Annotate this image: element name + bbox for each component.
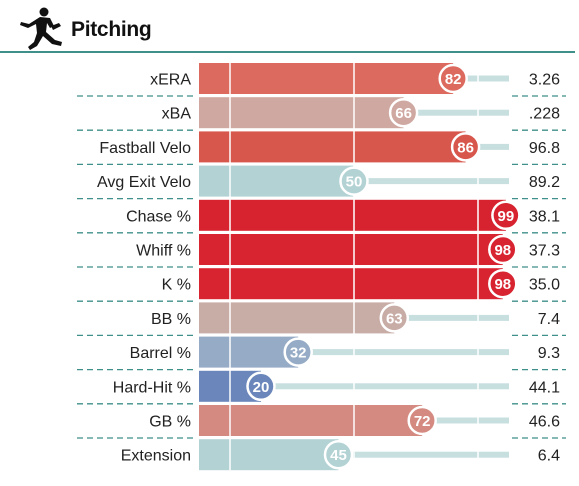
- bar: [199, 97, 404, 129]
- metric-label: GB %: [149, 414, 191, 431]
- percentile-marker: [488, 234, 518, 265]
- percentile-label: 32: [290, 345, 307, 362]
- percentile-marker: [491, 200, 521, 231]
- bar: [199, 302, 395, 334]
- percentile-marker: [488, 268, 518, 299]
- percentile-label: 98: [494, 276, 511, 293]
- bar: [199, 199, 506, 231]
- percentile-marker: [438, 63, 468, 94]
- metric-label: Fastball Velo: [99, 140, 191, 157]
- percentile-label: 82: [445, 71, 462, 88]
- metric-label: xERA: [150, 72, 191, 89]
- bar: [199, 336, 299, 368]
- stat-value: 35.0: [529, 277, 560, 294]
- metric-label: BB %: [151, 311, 191, 328]
- metric-label: K %: [162, 277, 191, 294]
- stat-value: 89.2: [529, 174, 560, 191]
- stat-value: 9.3: [538, 345, 560, 362]
- percentile-label: 45: [330, 447, 347, 464]
- percentile-label: 86: [457, 139, 474, 156]
- percentile-label: 50: [346, 174, 363, 191]
- stat-value: 96.8: [529, 140, 560, 157]
- percentile-marker: [246, 371, 276, 402]
- percentile-marker: [323, 439, 354, 470]
- pitcher-icon: [20, 7, 62, 50]
- metric-label: xBA: [162, 106, 192, 123]
- bar: [199, 165, 354, 197]
- section-title: Pitching: [71, 18, 152, 41]
- percentile-marker: [388, 97, 419, 128]
- percentile-label: 20: [253, 379, 270, 396]
- percentile-marker: [283, 337, 313, 367]
- percentile-label: 99: [498, 208, 515, 225]
- stat-value: 37.3: [529, 243, 560, 260]
- metric-label: Hard-Hit %: [113, 379, 191, 396]
- percentile-marker: [407, 405, 437, 436]
- percentile-marker: [379, 303, 410, 333]
- metric-label: Chase %: [126, 208, 191, 225]
- stat-value: 3.26: [529, 72, 560, 89]
- stat-value: 44.1: [529, 379, 560, 396]
- stat-value: 38.1: [529, 208, 560, 225]
- metric-label: Extension: [121, 448, 191, 465]
- bar: [199, 234, 503, 265]
- percentile-marker: [450, 132, 481, 162]
- bar: [199, 131, 466, 163]
- percentile-label: 63: [386, 310, 403, 327]
- bar: [199, 439, 339, 471]
- stat-value: .228: [529, 106, 560, 123]
- stat-value: 46.6: [529, 414, 560, 431]
- header-rule: [0, 51, 575, 53]
- metric-label: Barrel %: [130, 345, 191, 362]
- section-header: Pitching: [0, 0, 579, 53]
- metric-label: Avg Exit Velo: [97, 174, 191, 191]
- stat-value: 6.4: [538, 448, 560, 465]
- percentile-label: 66: [395, 105, 412, 122]
- metric-label: Whiff %: [136, 243, 191, 260]
- percentile-label: 72: [414, 413, 431, 430]
- stat-value: 7.4: [538, 311, 560, 328]
- bar: [199, 405, 423, 436]
- percentile-label: 98: [494, 242, 511, 259]
- percentile-marker: [339, 166, 369, 196]
- bar: [199, 268, 503, 300]
- bar: [199, 63, 454, 94]
